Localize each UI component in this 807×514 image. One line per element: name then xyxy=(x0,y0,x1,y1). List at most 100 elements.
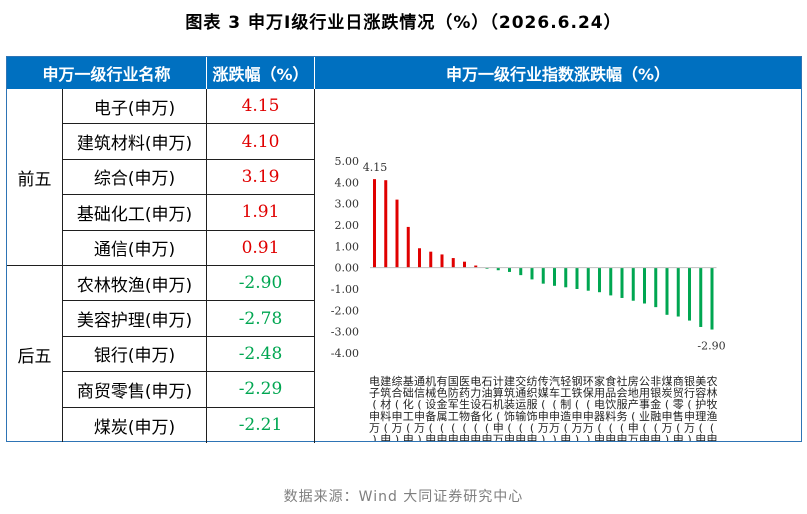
bar xyxy=(665,267,669,315)
category-label-char: ( xyxy=(575,398,579,411)
data-label-min: -2.90 xyxy=(697,340,725,353)
change-value: -2.21 xyxy=(207,407,315,443)
category-label-char: 保 xyxy=(583,386,594,400)
category-label-char: 商 xyxy=(673,374,684,388)
y-tick-label: -2.00 xyxy=(331,304,359,317)
group-label-top5: 前五 xyxy=(7,89,63,266)
category-label-char: 申 xyxy=(673,433,684,441)
category-label-char: ( xyxy=(429,421,433,434)
category-label-char: 媒 xyxy=(538,387,549,400)
category-label-char: ( xyxy=(451,421,455,434)
category-label-char: ( xyxy=(564,421,568,434)
category-label-char: 电 xyxy=(369,375,380,388)
category-label-char: 申 xyxy=(493,421,504,434)
category-label-char: 金 xyxy=(650,397,661,411)
bar xyxy=(418,248,421,268)
category-label-char: 物 xyxy=(459,409,470,423)
change-value: -2.29 xyxy=(207,372,315,407)
category-label-char: 家 xyxy=(594,374,605,388)
bar xyxy=(429,251,433,268)
change-value: 1.91 xyxy=(207,195,315,230)
category-label-char: 申 xyxy=(572,410,583,423)
bar xyxy=(710,267,714,330)
category-label-char: 工 xyxy=(448,410,459,423)
category-label-char: 万 xyxy=(662,421,673,434)
category-label-char: 子 xyxy=(369,387,380,400)
category-label-char: 用 xyxy=(594,387,605,400)
category-label-char: 万 xyxy=(628,433,639,441)
bar xyxy=(676,267,680,317)
category-label-char: 械 xyxy=(425,386,436,400)
table-row: 煤炭(申万) -2.21 xyxy=(63,407,315,443)
category-label-char: 美 xyxy=(695,375,706,388)
category-label-char: 万 xyxy=(369,421,380,434)
category-label-char: 备 xyxy=(470,409,481,423)
industry-name: 综合(申万) xyxy=(63,159,207,195)
category-label-char: 纺 xyxy=(527,374,538,388)
category-label-char: 建 xyxy=(504,374,515,388)
category-label-char: 防 xyxy=(448,386,459,400)
category-label-char: 国 xyxy=(448,375,459,388)
bar xyxy=(586,267,590,291)
category-label-char: 铁 xyxy=(572,387,583,400)
category-label-char: 申 xyxy=(527,433,538,441)
y-tick-label: 3.00 xyxy=(335,198,360,211)
category-label-char: 申 xyxy=(650,433,661,441)
bar xyxy=(609,267,613,296)
category-label-char: 食 xyxy=(605,374,616,388)
category-label-char: 品 xyxy=(605,387,616,400)
category-label-char: 万 xyxy=(538,421,549,434)
category-label-char: ( xyxy=(654,421,658,434)
category-label-char: 饮 xyxy=(605,398,616,411)
y-tick-label: 4.00 xyxy=(335,176,360,189)
category-label-char: 通 xyxy=(515,387,526,400)
category-label-char: ( xyxy=(541,398,545,411)
category-label-char: 轻 xyxy=(560,374,571,388)
category-label-char: 力 xyxy=(470,387,481,400)
category-label-char: ) xyxy=(552,433,556,441)
category-label-char: 申 xyxy=(560,433,571,441)
category-label-char: 行 xyxy=(684,387,695,400)
category-label-char: 料 xyxy=(380,409,391,423)
industry-name: 基础化工(申万) xyxy=(63,195,207,230)
category-label-char: 材 xyxy=(380,397,391,411)
table-row: 建筑材料(申万) 4.10 xyxy=(63,124,315,160)
y-tick-label: -4.00 xyxy=(331,347,359,360)
data-source-note: 数据来源：Wind 大同证券研究中心 xyxy=(283,489,524,505)
bar xyxy=(463,261,466,268)
category-label-char: 计 xyxy=(493,375,504,388)
category-label-char: 产 xyxy=(628,397,639,411)
category-label-char: 筑 xyxy=(504,386,515,400)
category-label-char: 车 xyxy=(549,386,560,400)
category-label-char: 色 xyxy=(437,386,448,400)
change-value: 0.91 xyxy=(207,230,315,265)
category-label-char: 输 xyxy=(515,409,526,423)
y-tick-label: -1.00 xyxy=(331,283,359,296)
bar xyxy=(496,267,500,271)
category-label-char: 申 xyxy=(707,433,718,441)
category-label-char: ( xyxy=(586,398,590,411)
header-chart-title: 申万一级行业指数涨跌幅（%） xyxy=(315,57,801,89)
group-label-bottom5: 后五 xyxy=(7,266,63,442)
category-label-char: ( xyxy=(665,398,669,411)
bar xyxy=(440,254,444,268)
category-label-char: ( xyxy=(687,398,691,411)
category-label-char: ( xyxy=(440,421,444,434)
category-label-char: 申 xyxy=(392,410,403,423)
category-label-char: 机 xyxy=(493,397,504,411)
category-label-char: 事 xyxy=(639,398,650,411)
industry-name: 商贸零售(申万) xyxy=(63,372,207,407)
category-label-char: ( xyxy=(597,421,601,434)
category-label-char: ) xyxy=(541,433,545,441)
category-label-char: 电 xyxy=(594,398,605,411)
category-label-char: 筑 xyxy=(380,386,391,400)
category-label-char: 钢 xyxy=(572,375,583,388)
category-label-char: 服 xyxy=(527,398,538,411)
category-label-char: ( xyxy=(620,421,624,434)
category-label-char: 电 xyxy=(470,375,481,388)
category-label-char: ( xyxy=(485,421,489,434)
category-label-char: 信 xyxy=(414,387,425,400)
category-label-char: 售 xyxy=(673,409,684,423)
category-label-char: 申 xyxy=(639,433,650,441)
category-label-char: 万 xyxy=(583,421,594,434)
